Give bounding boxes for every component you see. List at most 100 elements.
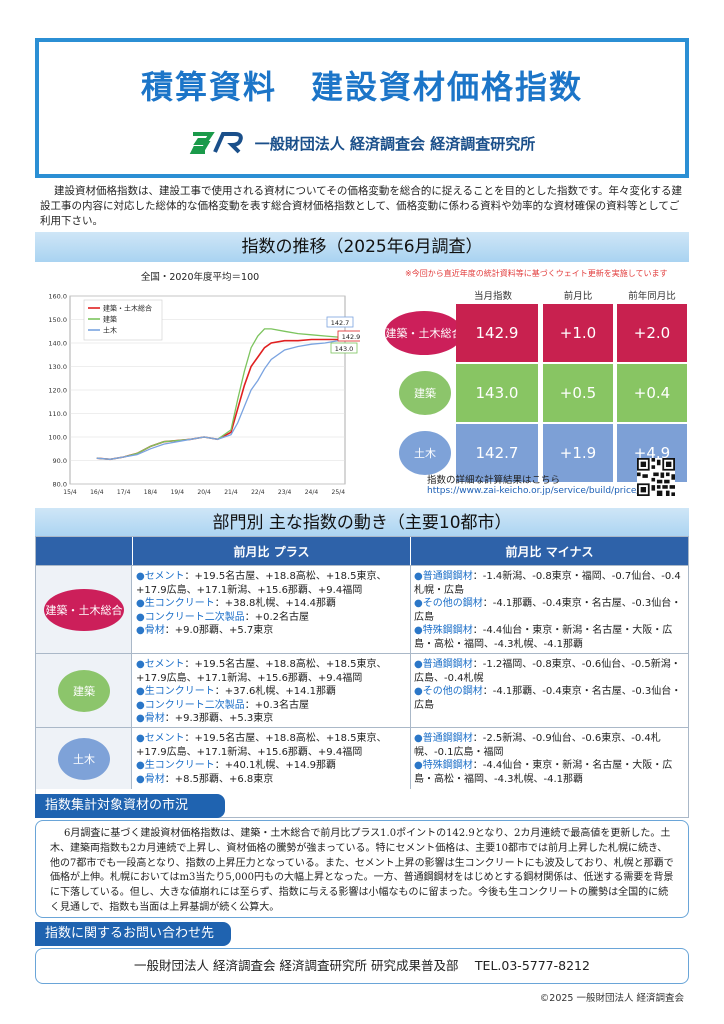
plus-cell: ●セメント：+19.5名古屋、+18.8高松、+18.5東京、+17.9広島、+… [136, 570, 406, 638]
row-label-cell: 建築 [36, 654, 132, 727]
x-tick-label: 21/4 [224, 489, 238, 496]
material-name: その他の鋼材 [422, 598, 483, 609]
bullet-icon: ● [414, 659, 423, 670]
detail-link-url[interactable]: https://www.zai-keicho.or.jp/service/bui… [427, 486, 640, 496]
legend-box [83, 299, 163, 341]
weight-update-note: ※今回から直近年度の統計資料等に基づくウェイト更新を実施しています [405, 269, 668, 278]
row-label-cell: 建築・土木総合 [36, 566, 132, 653]
bullet-icon: ● [414, 625, 423, 636]
index-col-header: 前年同月比 [628, 291, 676, 302]
index-row-label: 建築・土木総合 [385, 311, 463, 355]
bullet-icon: ● [136, 659, 145, 670]
material-changes: ：+37.6札幌、+14.1那覇 [214, 686, 337, 697]
index-line-chart: 全国・2020年度平均＝100 80.0 90.0 100.0 110.0 120.0 13… [48, 271, 360, 496]
bullet-icon: ● [414, 598, 423, 609]
index-value-cell: +2.0 [617, 304, 687, 362]
col-divider [410, 654, 411, 727]
material-name: コンクリート二次製品 [144, 611, 245, 623]
y-tick-label: 150.0 [48, 316, 67, 324]
table-row: 土木 ●セメント：+19.5名古屋、+18.8高松、+18.5東京、+17.9広島… [36, 727, 688, 789]
bullet-icon: ● [136, 686, 145, 697]
material-changes: ：+9.3那覇、+5.3東京 [164, 713, 274, 724]
end-label: 142.7 [331, 319, 350, 327]
x-tick-label: 22/4 [251, 489, 265, 496]
x-tick-label: 23/4 [278, 489, 292, 496]
x-tick-label: 20/4 [197, 489, 211, 496]
category-table: 前月比 プラス 前月比 マイナス 建築・土木総合 ●セメント：+19.5名古屋、+… [35, 536, 689, 818]
series-line-2 [96, 328, 343, 460]
index-row-label: 土木 [399, 431, 451, 475]
index-value-cell: +0.4 [617, 364, 687, 422]
legend-label: 建築 [103, 315, 117, 324]
material-changes: ：+38.8札幌、+14.4那覇 [214, 598, 337, 609]
end-label: 143.0 [335, 345, 354, 353]
index-value-cell: +0.5 [543, 364, 613, 422]
end-label: 142.9 [342, 333, 360, 341]
y-tick-label: 140.0 [48, 340, 67, 348]
material-name: 骨材 [144, 625, 165, 636]
series-line-3 [96, 336, 344, 460]
col-plus-header: 前月比 プラス [132, 537, 410, 565]
x-tick-label: 19/4 [171, 489, 185, 496]
end-label-box [326, 316, 354, 328]
row-label: 土木 [58, 738, 110, 780]
row-label: 建築・土木総合 [44, 589, 124, 631]
org-line: 一般財団法人 経済調査会 経済調査研究所 [39, 130, 685, 156]
x-tick-label: 17/4 [117, 489, 131, 496]
copyright: ©2025 一般財団法人 経済調査会 [539, 993, 684, 1004]
bullet-icon: ● [136, 611, 145, 623]
index-value-cell: 142.9 [456, 304, 538, 362]
y-tick-label: 120.0 [48, 387, 67, 395]
material-changes: ：+0.3名古屋 [244, 699, 310, 711]
bullet-icon: ● [414, 686, 423, 697]
col-divider [410, 728, 411, 789]
material-changes: ：+9.0那覇、+5.7東京 [164, 625, 274, 636]
bullet-icon: ● [414, 760, 423, 771]
material-name: セメント [144, 733, 185, 744]
table-row: 建築・土木総合 ●セメント：+19.5名古屋、+18.8高松、+18.5東京、+1… [36, 565, 688, 653]
x-tick-label: 24/4 [305, 489, 319, 496]
bullet-icon: ● [136, 713, 145, 724]
bullet-icon: ● [136, 733, 145, 744]
material-name: セメント [144, 659, 185, 670]
material-name: 普通鋼鋼材 [422, 571, 473, 582]
detail-link-label: 指数の詳細な計算結果はこちら [427, 475, 561, 486]
material-changes: ：-4.1那覇、-0.4東京・名古屋、-0.3仙台・広島 [414, 686, 682, 711]
index-value-cell: +1.9 [543, 424, 613, 482]
material-name: 特殊鋼鋼材 [422, 760, 473, 771]
material-name: 生コンクリート [144, 760, 215, 771]
index-value-cell: 143.0 [456, 364, 538, 422]
material-changes: ：+19.5名古屋、+18.8高松、+18.5東京、+17.9広島、+17.1新… [136, 659, 387, 684]
minus-cell: ● 普通鋼鋼材：-2.5新潟、-0.9仙台、-0.6東京、-0.4札幌、-0.1広… [414, 732, 684, 786]
material-changes: ：+0.2名古屋 [244, 611, 310, 623]
index-col-header: 前月比 [563, 291, 593, 302]
material-name: 生コンクリート [144, 686, 215, 697]
material-name: 特殊鋼鋼材 [422, 625, 473, 636]
table-row: 建築 ●セメント：+19.5名古屋、+18.8高松、+18.5東京、+17.9広島… [36, 653, 688, 727]
y-tick-label: 160.0 [48, 293, 67, 301]
col-minus-header: 前月比 マイナス [410, 537, 688, 565]
material-changes: ：+19.5名古屋、+18.8高松、+18.5東京、+17.9広島、+17.1新… [136, 571, 387, 596]
plus-cell: ●セメント：+19.5名古屋、+18.8高松、+18.5東京、+17.9広島、+… [136, 658, 406, 726]
material-name: コンクリート二次製品 [144, 699, 245, 711]
material-changes: ：-2.5新潟、-0.9仙台、-0.6東京、-0.4札幌、-0.1広島・福岡 [414, 733, 661, 758]
y-tick-label: 100.0 [48, 434, 67, 442]
material-name: 生コンクリート [144, 598, 215, 609]
material-changes: ：-1.4新潟、-0.8東京・福岡、-0.7仙台、-0.4札幌・広島 [414, 571, 681, 596]
material-name: 普通鋼鋼材 [422, 659, 473, 670]
x-tick-label: 25/4 [332, 489, 346, 496]
material-changes: ：-4.4仙台・東京・新潟・名古屋・大阪・広島・高松・福岡、-4.3札幌、-4.… [414, 760, 673, 785]
legend-label: 建築・土木総合 [103, 304, 152, 313]
market-box: 6月調査に基づく建設資材価格指数は、建築・土木総合で前月比プラス1.0ポイントの… [35, 820, 689, 918]
index-value-cell: +1.0 [543, 304, 613, 362]
y-tick-label: 110.0 [48, 410, 67, 418]
section-heading: 部門別 主な指数の動き（主要10都市） [35, 508, 689, 538]
org-name: 一般財団法人 経済調査会 経済調査研究所 [254, 134, 536, 153]
material-name: 骨材 [144, 773, 165, 785]
x-tick-label: 18/4 [144, 489, 158, 496]
material-name: 普通鋼鋼材 [422, 733, 473, 744]
qr-code-icon[interactable] [637, 458, 675, 496]
x-tick-label: 16/4 [90, 489, 104, 496]
row-label: 建築 [58, 670, 110, 712]
bullet-icon: ● [414, 571, 423, 582]
